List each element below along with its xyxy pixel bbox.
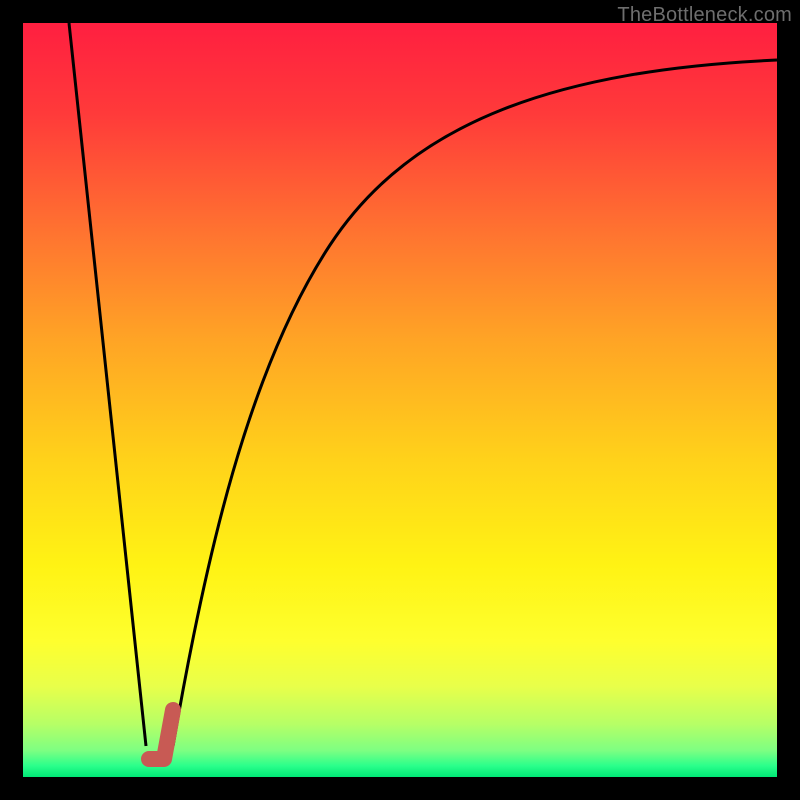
bottleneck-plot	[0, 0, 800, 800]
chart-stage: TheBottleneck.com	[0, 0, 800, 800]
